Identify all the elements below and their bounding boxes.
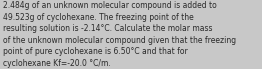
Text: 2.484g of an unknown molecular compound is added to
49.523g of cyclohexane. The : 2.484g of an unknown molecular compound … xyxy=(3,1,236,68)
